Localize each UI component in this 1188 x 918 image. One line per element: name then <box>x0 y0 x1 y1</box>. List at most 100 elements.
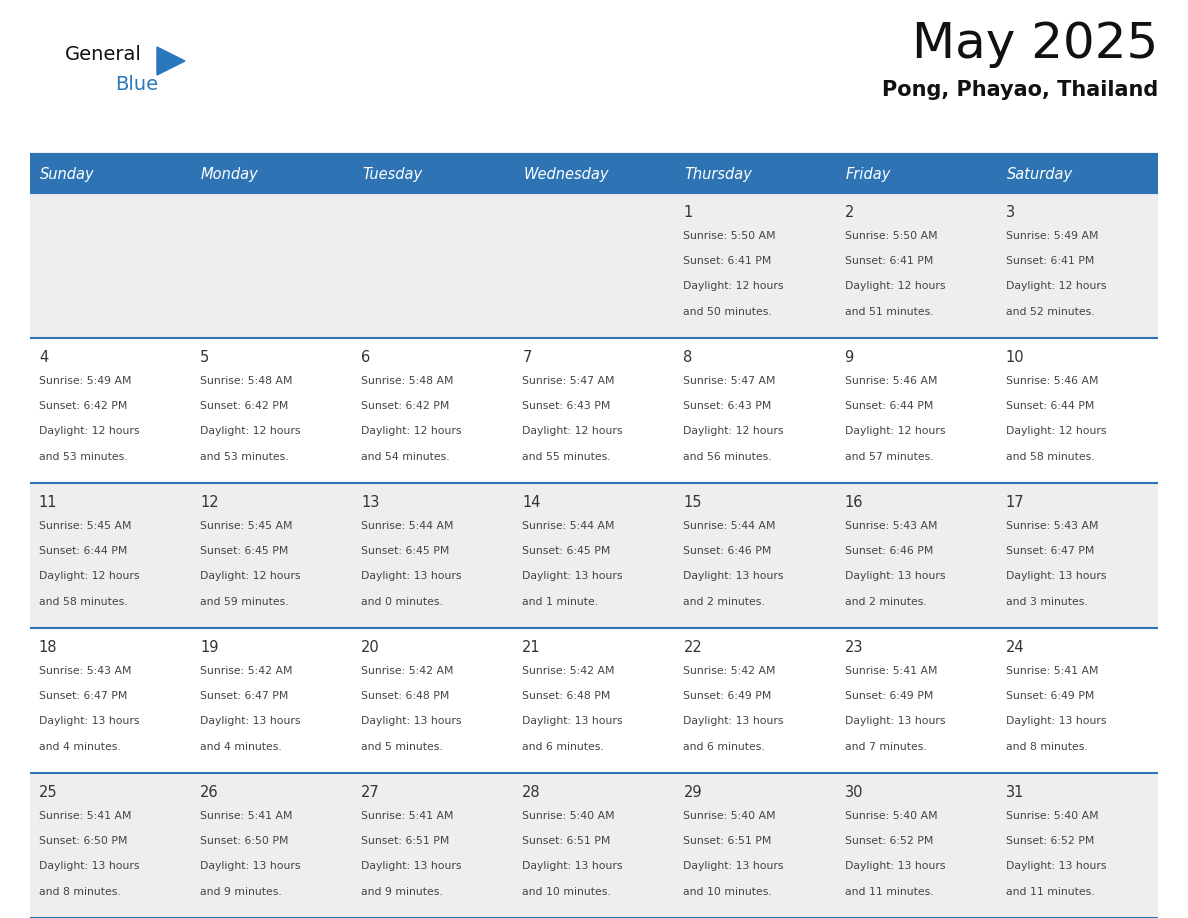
Text: 30: 30 <box>845 785 862 800</box>
Text: Daylight: 13 hours: Daylight: 13 hours <box>845 861 946 871</box>
Text: Sunset: 6:44 PM: Sunset: 6:44 PM <box>845 401 933 411</box>
Text: 26: 26 <box>200 785 219 800</box>
Text: Sunrise: 5:43 AM: Sunrise: 5:43 AM <box>845 521 937 531</box>
Bar <box>997 155 1158 193</box>
Text: and 8 minutes.: and 8 minutes. <box>1006 742 1087 752</box>
Text: Sunset: 6:41 PM: Sunset: 6:41 PM <box>683 256 772 266</box>
Text: Sunset: 6:41 PM: Sunset: 6:41 PM <box>845 256 933 266</box>
Text: 19: 19 <box>200 640 219 655</box>
Text: Sunrise: 5:40 AM: Sunrise: 5:40 AM <box>683 811 776 821</box>
Bar <box>30 628 1158 773</box>
Text: Sunrise: 5:48 AM: Sunrise: 5:48 AM <box>200 375 292 386</box>
Text: Sunrise: 5:42 AM: Sunrise: 5:42 AM <box>200 666 292 676</box>
Text: Sunset: 6:47 PM: Sunset: 6:47 PM <box>39 691 127 701</box>
Text: Sunset: 6:47 PM: Sunset: 6:47 PM <box>200 691 289 701</box>
Text: 2: 2 <box>845 205 854 219</box>
Text: Sunset: 6:46 PM: Sunset: 6:46 PM <box>845 546 933 556</box>
Text: May 2025: May 2025 <box>911 20 1158 68</box>
Bar <box>675 155 835 193</box>
Text: 10: 10 <box>1006 350 1024 364</box>
Text: Daylight: 12 hours: Daylight: 12 hours <box>523 427 623 436</box>
Text: 7: 7 <box>523 350 532 364</box>
Text: Sunrise: 5:44 AM: Sunrise: 5:44 AM <box>683 521 776 531</box>
Text: Daylight: 13 hours: Daylight: 13 hours <box>845 716 946 726</box>
Text: Daylight: 12 hours: Daylight: 12 hours <box>361 427 462 436</box>
Text: and 53 minutes.: and 53 minutes. <box>39 452 127 462</box>
Text: 13: 13 <box>361 495 379 509</box>
Text: 21: 21 <box>523 640 541 655</box>
Text: 31: 31 <box>1006 785 1024 800</box>
Text: Sunrise: 5:49 AM: Sunrise: 5:49 AM <box>1006 230 1098 241</box>
Text: Daylight: 12 hours: Daylight: 12 hours <box>39 427 139 436</box>
Text: and 2 minutes.: and 2 minutes. <box>683 597 765 607</box>
Text: 3: 3 <box>1006 205 1015 219</box>
Text: Sunset: 6:49 PM: Sunset: 6:49 PM <box>1006 691 1094 701</box>
Text: Sunset: 6:50 PM: Sunset: 6:50 PM <box>39 836 127 846</box>
Text: and 5 minutes.: and 5 minutes. <box>361 742 443 752</box>
Text: 25: 25 <box>39 785 57 800</box>
Text: and 7 minutes.: and 7 minutes. <box>845 742 927 752</box>
Text: and 54 minutes.: and 54 minutes. <box>361 452 450 462</box>
Text: Tuesday: Tuesday <box>362 166 422 182</box>
Text: 15: 15 <box>683 495 702 509</box>
Text: Sunrise: 5:41 AM: Sunrise: 5:41 AM <box>361 811 454 821</box>
Text: 18: 18 <box>39 640 57 655</box>
Text: 23: 23 <box>845 640 862 655</box>
Text: and 11 minutes.: and 11 minutes. <box>1006 887 1094 897</box>
Text: Sunset: 6:52 PM: Sunset: 6:52 PM <box>1006 836 1094 846</box>
Bar <box>513 155 675 193</box>
Text: and 58 minutes.: and 58 minutes. <box>1006 452 1094 462</box>
Text: and 50 minutes.: and 50 minutes. <box>683 307 772 317</box>
Text: Sunrise: 5:44 AM: Sunrise: 5:44 AM <box>523 521 615 531</box>
Text: 24: 24 <box>1006 640 1024 655</box>
Text: 14: 14 <box>523 495 541 509</box>
Bar <box>30 338 1158 483</box>
Text: and 4 minutes.: and 4 minutes. <box>39 742 121 752</box>
Text: Sunset: 6:48 PM: Sunset: 6:48 PM <box>523 691 611 701</box>
Text: Sunset: 6:49 PM: Sunset: 6:49 PM <box>683 691 772 701</box>
Text: and 8 minutes.: and 8 minutes. <box>39 887 121 897</box>
Text: 16: 16 <box>845 495 862 509</box>
Text: and 6 minutes.: and 6 minutes. <box>523 742 604 752</box>
Text: Daylight: 13 hours: Daylight: 13 hours <box>39 861 139 871</box>
Text: Daylight: 13 hours: Daylight: 13 hours <box>523 716 623 726</box>
Text: Saturday: Saturday <box>1006 166 1073 182</box>
Text: Sunrise: 5:43 AM: Sunrise: 5:43 AM <box>39 666 132 676</box>
Text: Daylight: 13 hours: Daylight: 13 hours <box>361 716 462 726</box>
Text: Daylight: 13 hours: Daylight: 13 hours <box>1006 716 1106 726</box>
Text: and 0 minutes.: and 0 minutes. <box>361 597 443 607</box>
Polygon shape <box>157 47 185 75</box>
Text: Sunset: 6:52 PM: Sunset: 6:52 PM <box>845 836 933 846</box>
Text: Sunset: 6:51 PM: Sunset: 6:51 PM <box>683 836 772 846</box>
Text: Daylight: 12 hours: Daylight: 12 hours <box>683 282 784 291</box>
Text: Sunrise: 5:41 AM: Sunrise: 5:41 AM <box>1006 666 1098 676</box>
Text: Daylight: 12 hours: Daylight: 12 hours <box>1006 282 1106 291</box>
Text: and 10 minutes.: and 10 minutes. <box>683 887 772 897</box>
Text: Sunrise: 5:50 AM: Sunrise: 5:50 AM <box>683 230 776 241</box>
Bar <box>30 193 1158 338</box>
Text: Sunset: 6:42 PM: Sunset: 6:42 PM <box>39 401 127 411</box>
Text: Daylight: 12 hours: Daylight: 12 hours <box>200 571 301 581</box>
Text: 6: 6 <box>361 350 371 364</box>
Text: Blue: Blue <box>115 75 158 94</box>
Text: Sunset: 6:51 PM: Sunset: 6:51 PM <box>361 836 449 846</box>
Text: Sunrise: 5:43 AM: Sunrise: 5:43 AM <box>1006 521 1098 531</box>
Text: Sunrise: 5:46 AM: Sunrise: 5:46 AM <box>1006 375 1098 386</box>
Text: Sunrise: 5:45 AM: Sunrise: 5:45 AM <box>39 521 132 531</box>
Bar <box>30 155 191 193</box>
Text: Sunday: Sunday <box>39 166 94 182</box>
Text: Sunset: 6:45 PM: Sunset: 6:45 PM <box>523 546 611 556</box>
Text: Sunset: 6:44 PM: Sunset: 6:44 PM <box>1006 401 1094 411</box>
Text: Sunset: 6:50 PM: Sunset: 6:50 PM <box>200 836 289 846</box>
Text: Monday: Monday <box>201 166 259 182</box>
Bar <box>30 483 1158 628</box>
Text: Sunrise: 5:40 AM: Sunrise: 5:40 AM <box>523 811 615 821</box>
Text: and 4 minutes.: and 4 minutes. <box>200 742 282 752</box>
Text: 22: 22 <box>683 640 702 655</box>
Text: and 57 minutes.: and 57 minutes. <box>845 452 934 462</box>
Text: and 1 minute.: and 1 minute. <box>523 597 599 607</box>
Text: Daylight: 12 hours: Daylight: 12 hours <box>1006 427 1106 436</box>
Text: Sunset: 6:43 PM: Sunset: 6:43 PM <box>683 401 772 411</box>
Text: Daylight: 13 hours: Daylight: 13 hours <box>683 571 784 581</box>
Bar <box>835 155 997 193</box>
